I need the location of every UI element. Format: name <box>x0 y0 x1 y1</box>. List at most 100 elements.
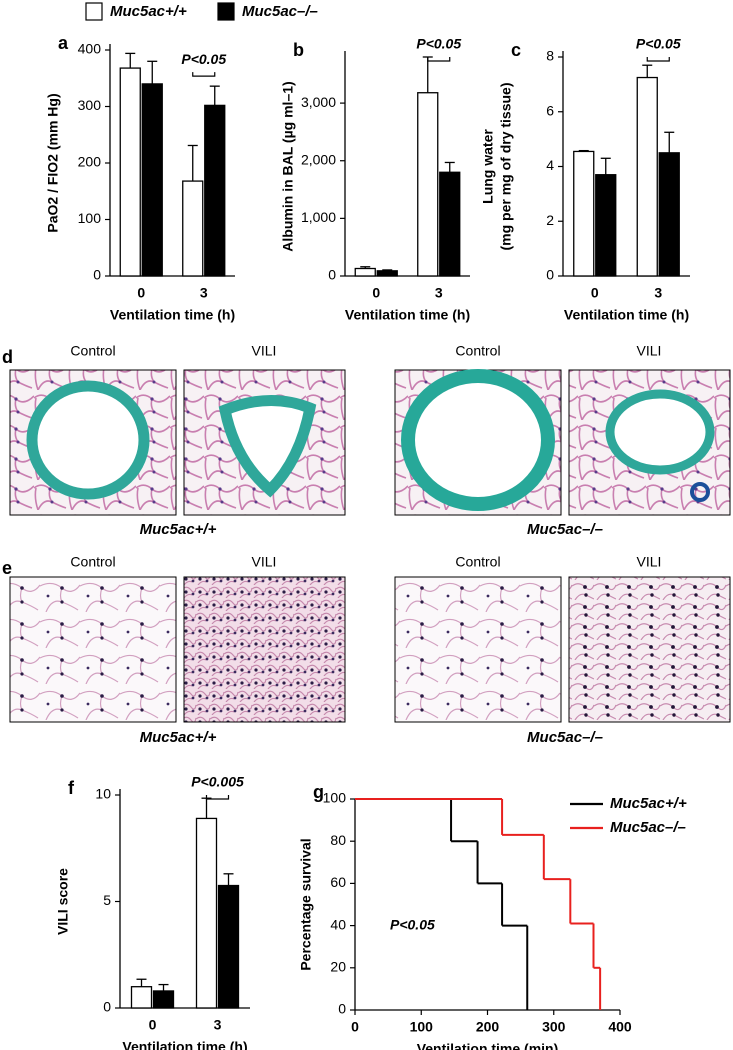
x-axis-label: Ventilation time (h) <box>110 307 235 323</box>
bar <box>141 83 163 277</box>
panel-label: g <box>313 782 324 802</box>
bar <box>595 174 617 277</box>
legend-label: Muc5ac–/– <box>242 3 318 20</box>
x-axis-label: Ventilation time (h) <box>345 307 470 323</box>
legend-label: Muc5ac+/+ <box>110 3 187 20</box>
y-tick-label: 0 <box>103 999 111 1015</box>
bar <box>152 990 175 1009</box>
y-axis-label: (mg per mg of dry tissue) <box>498 82 514 250</box>
y-tick-label: 100 <box>323 790 347 806</box>
y-tick-label: 8 <box>546 48 554 64</box>
bar <box>417 92 439 277</box>
x-tick-label: 3 <box>654 285 662 301</box>
y-tick-label: 400 <box>78 41 102 57</box>
airway <box>26 380 150 500</box>
x-tick-label: 0 <box>137 285 145 301</box>
bar <box>658 152 680 277</box>
y-tick-label: 0 <box>328 267 336 283</box>
annotation: P<0.05 <box>181 51 226 67</box>
genotype-label: Muc5ac+/+ <box>140 729 217 746</box>
panel-label: a <box>58 33 69 53</box>
y-tick-label: 0 <box>546 267 554 283</box>
airway <box>218 395 317 498</box>
image-caption: VILI <box>637 343 662 359</box>
annotation: P<0.05 <box>416 36 461 52</box>
bar <box>130 986 153 1009</box>
airway <box>605 389 715 475</box>
x-tick-label: 0 <box>149 1017 157 1033</box>
y-tick-label: 100 <box>78 210 102 226</box>
y-tick-label: 2 <box>546 212 554 228</box>
y-tick-label: 1,000 <box>301 209 336 225</box>
x-axis-label: Ventilation time (h) <box>122 1039 247 1050</box>
x-tick-label: 200 <box>476 1019 500 1035</box>
image-caption: VILI <box>252 554 277 570</box>
bar <box>376 270 398 277</box>
y-axis-label: Albumin in BAL (µg ml–1) <box>280 81 296 251</box>
y-tick-label: 6 <box>546 102 554 118</box>
bar <box>204 104 226 277</box>
genotype-label: Muc5ac–/– <box>527 521 603 538</box>
bar <box>573 150 595 277</box>
image-caption: VILI <box>637 554 662 570</box>
image-caption: Control <box>70 343 115 359</box>
histology-e <box>9 576 731 723</box>
panel-label: c <box>511 40 521 60</box>
image-caption: Control <box>455 554 500 570</box>
histology-image <box>568 576 731 723</box>
y-tick-label: 80 <box>330 832 346 848</box>
histology-image <box>183 576 346 723</box>
annotation: P<0.05 <box>636 36 681 52</box>
annotation: P<0.005 <box>191 774 244 790</box>
x-tick-label: 0 <box>372 285 380 301</box>
y-axis-label: Percentage survival <box>298 838 314 970</box>
x-tick-label: 0 <box>351 1019 359 1035</box>
genotype-label: Muc5ac–/– <box>527 729 603 746</box>
legend-swatch <box>217 2 235 21</box>
bar <box>636 76 658 277</box>
y-tick-label: 3,000 <box>301 94 336 110</box>
y-axis-label: VILI score <box>55 868 71 935</box>
legend-label: Muc5ac+/+ <box>610 795 687 812</box>
image-caption: Control <box>70 554 115 570</box>
y-tick-label: 0 <box>93 267 101 283</box>
x-tick-label: 3 <box>214 1017 222 1033</box>
bar <box>195 817 218 1009</box>
panel-label: e <box>2 558 12 578</box>
y-axis-label: Lung water <box>480 129 496 204</box>
x-tick-label: 100 <box>410 1019 434 1035</box>
y-tick-label: 300 <box>78 97 102 113</box>
histology-image <box>394 576 562 723</box>
x-tick-label: 3 <box>200 285 208 301</box>
significance-bracket <box>427 57 451 62</box>
y-tick-label: 10 <box>95 786 111 802</box>
x-tick-label: 400 <box>608 1019 632 1035</box>
y-tick-label: 5 <box>103 892 111 908</box>
y-tick-label: 2,000 <box>301 151 336 167</box>
significance-bracket <box>205 795 230 800</box>
legend-swatch <box>85 2 103 21</box>
panel-label: b <box>293 40 304 60</box>
significance-bracket <box>192 72 216 77</box>
x-axis-label: Ventilation time (min) <box>417 1041 559 1050</box>
bar <box>119 67 141 277</box>
genotype-label: Muc5ac+/+ <box>140 521 217 538</box>
image-caption: Control <box>455 343 500 359</box>
y-tick-label: 60 <box>330 874 346 890</box>
y-tick-label: 200 <box>78 154 102 170</box>
y-axis-label: PaO2 / FIO2 (mm Hg) <box>45 93 61 232</box>
image-caption: VILI <box>252 343 277 359</box>
airway <box>401 369 555 511</box>
vessel <box>690 482 710 502</box>
y-tick-label: 20 <box>330 959 346 975</box>
panel-label: f <box>68 778 75 798</box>
significance-bracket <box>646 57 670 62</box>
bar <box>182 180 204 277</box>
x-tick-label: 0 <box>591 285 599 301</box>
histology-image <box>9 576 177 723</box>
bar <box>439 171 461 277</box>
x-tick-label: 3 <box>435 285 443 301</box>
x-axis-label: Ventilation time (h) <box>564 307 689 323</box>
x-tick-label: 300 <box>542 1019 566 1035</box>
